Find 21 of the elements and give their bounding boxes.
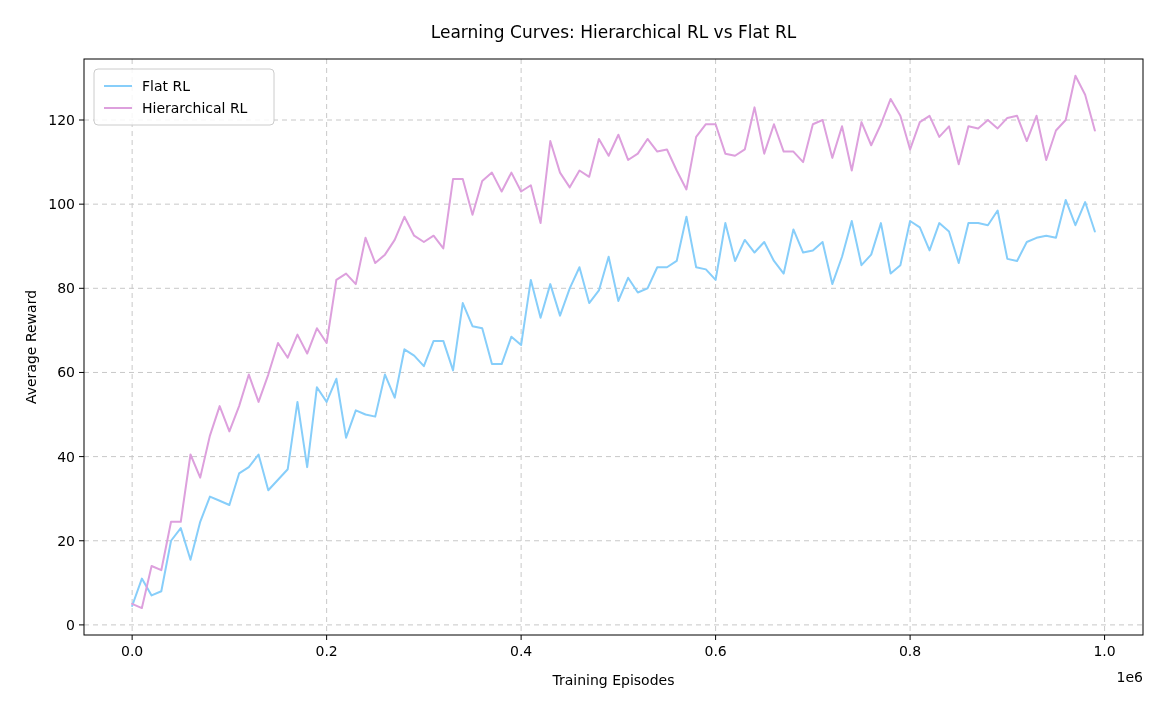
- x-tick-label: 1.0: [1093, 643, 1116, 659]
- y-tick-label: 40: [57, 448, 75, 465]
- legend-label: Flat RL: [142, 78, 191, 94]
- x-tick-label: 0.0: [121, 643, 144, 659]
- line-series: [131, 198, 1096, 607]
- y-tick-label: 60: [57, 364, 75, 381]
- x-tick-label: 0.8: [898, 643, 922, 659]
- y-tick-label: 20: [57, 532, 75, 549]
- y-axis-title: Average Reward: [23, 289, 39, 405]
- y-tick-label: 80: [57, 280, 75, 297]
- x-tick-label: 0.4: [509, 643, 533, 659]
- y-tick-label: 100: [48, 196, 75, 213]
- text: 1e6: [1116, 669, 1144, 685]
- x-tick-label: 0.2: [315, 643, 338, 659]
- x-axis-title: Training Episodes: [551, 672, 675, 688]
- line-series: [131, 74, 1096, 610]
- y-tick-label: 0: [66, 616, 75, 633]
- y-tick-label: 120: [48, 112, 75, 129]
- chart-title: Learning Curves: Hierarchical RL vs Flat RL: [430, 22, 797, 42]
- legend-label: Hierarchical RL: [142, 100, 248, 116]
- x-tick-label: 0.6: [704, 643, 727, 659]
